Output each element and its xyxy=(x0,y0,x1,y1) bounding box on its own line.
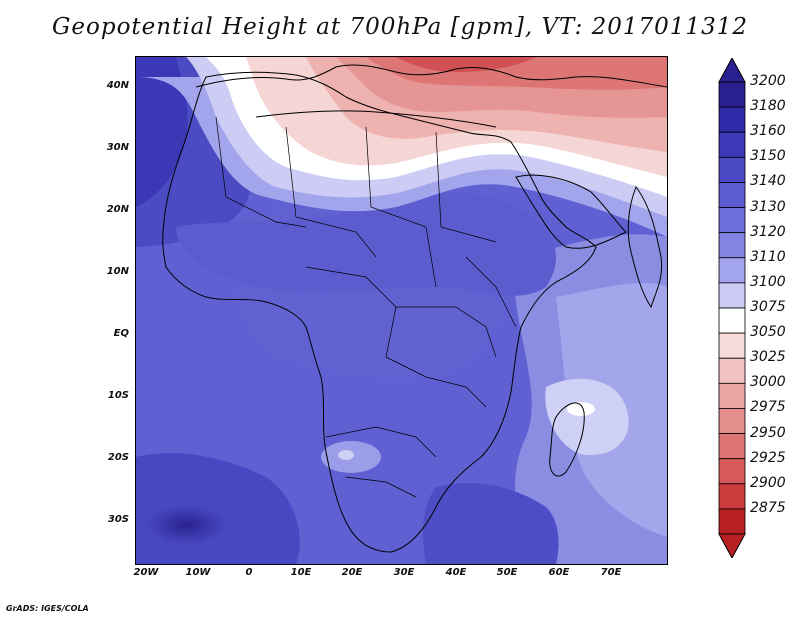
field-south-high xyxy=(146,505,226,545)
colorbar-cell-3160 xyxy=(718,131,746,158)
border-sahara-2 xyxy=(285,126,377,258)
colorbar-label-2975: 2975 xyxy=(750,399,786,416)
colorbar-cell-3100 xyxy=(718,282,746,309)
colorbar-cell-3025 xyxy=(718,357,746,384)
colorbar-cell-3130 xyxy=(718,207,746,234)
colorbar-label-3100: 3100 xyxy=(750,273,786,290)
colorbar-cell-2925 xyxy=(718,458,746,485)
colorbar-label-3150: 3150 xyxy=(750,148,786,165)
madagascar xyxy=(549,402,585,477)
credit-text: GrADS: IGES/COLA xyxy=(6,604,89,613)
colorbar-label-3120: 3120 xyxy=(750,223,786,240)
lon-label-30e: 30E xyxy=(393,567,415,578)
africa-coastline xyxy=(162,71,597,553)
colorbar-label-3130: 3130 xyxy=(750,198,786,215)
field-kalahari xyxy=(338,450,354,460)
colorbar-label-2925: 2925 xyxy=(750,449,786,466)
lat-label-40n: 40N xyxy=(106,80,129,91)
lon-label-60e: 60E xyxy=(548,567,570,578)
lat-label-20n: 20N xyxy=(106,204,129,215)
colorbar-bottom-arrow xyxy=(718,533,746,558)
arabia xyxy=(515,174,627,249)
border-sahara-1 xyxy=(215,116,307,228)
lon-label-20w: 20W xyxy=(133,567,159,578)
border-sahara-3 xyxy=(365,126,437,288)
lon-label-10e: 10E xyxy=(290,567,312,578)
colorbar-cell-3150 xyxy=(718,156,746,183)
colorbar-cell-2975 xyxy=(718,408,746,434)
colorbar-label-3180: 3180 xyxy=(750,98,786,115)
colorbar-cell-3050 xyxy=(718,332,746,359)
colorbar-cell-2950 xyxy=(718,433,746,460)
india xyxy=(627,185,663,309)
colorbar-label-3075: 3075 xyxy=(750,299,786,315)
border-central-3 xyxy=(385,356,487,408)
field-south-indian xyxy=(423,483,559,564)
colorbar-cell-2900 xyxy=(718,483,746,510)
lon-label-40e: 40E xyxy=(445,567,467,578)
colorbar-cell-3075 xyxy=(718,307,746,334)
colorbar-label-3160: 3160 xyxy=(750,123,786,140)
chart-title: Geopotential Height at 700hPa [gpm], VT:… xyxy=(52,14,748,40)
colorbar-cell-3140 xyxy=(718,182,746,208)
colorbar-cell-3120 xyxy=(718,232,746,259)
colorbar-label-3140: 3140 xyxy=(750,173,786,190)
map-panel xyxy=(135,56,668,565)
colorbar-label-3050: 3050 xyxy=(750,324,786,341)
lat-label-30s: 30S xyxy=(107,514,129,525)
coastlines xyxy=(162,64,667,553)
colorbar-cell-2875 xyxy=(718,508,746,535)
lon-label-20e: 20E xyxy=(341,567,363,578)
border-east-1 xyxy=(465,256,517,328)
field-band-2950 xyxy=(396,57,536,72)
mediterranean xyxy=(255,110,497,128)
border-central-2 xyxy=(396,306,497,358)
colorbar-top-arrow xyxy=(718,58,746,83)
colorbar-cell-3110 xyxy=(718,257,746,284)
lat-label-eq: EQ xyxy=(113,328,129,339)
lon-label-70e: 70E xyxy=(600,567,622,578)
colorbar-label-2950: 2950 xyxy=(750,424,786,441)
field-ocean-pale xyxy=(545,378,629,456)
colorbar-cell-3180 xyxy=(718,106,746,133)
colorbar-label-3200: 3200 xyxy=(750,73,786,89)
colorbar-cell-3000 xyxy=(718,382,746,409)
lon-label-50e: 50E xyxy=(496,567,518,578)
borders xyxy=(215,116,517,498)
lat-label-10s: 10S xyxy=(107,390,129,401)
lon-label-0: 0 xyxy=(245,567,253,578)
lat-label-30n: 30N xyxy=(106,142,129,153)
colorbar-label-2875: 2875 xyxy=(750,499,786,516)
field-white-patch xyxy=(567,402,595,416)
lon-label-10w: 10W xyxy=(185,567,211,578)
border-sahara-4 xyxy=(435,131,497,243)
lat-label-20s: 20S xyxy=(107,452,129,463)
colorbar-label-3000: 3000 xyxy=(750,374,786,391)
border-central-1 xyxy=(305,266,397,358)
border-south-2 xyxy=(345,476,417,498)
colorbar-label-3025: 3025 xyxy=(750,349,786,366)
colorbar xyxy=(718,58,746,558)
colorbar-label-2900: 2900 xyxy=(750,474,786,491)
border-south-1 xyxy=(325,426,437,458)
europe-coast xyxy=(195,64,667,88)
colorbar-cell-3200 xyxy=(718,81,746,108)
colorbar-label-3110: 3110 xyxy=(750,248,786,265)
lat-label-10n: 10N xyxy=(106,266,129,277)
field-atlantic-high-core xyxy=(136,57,188,207)
